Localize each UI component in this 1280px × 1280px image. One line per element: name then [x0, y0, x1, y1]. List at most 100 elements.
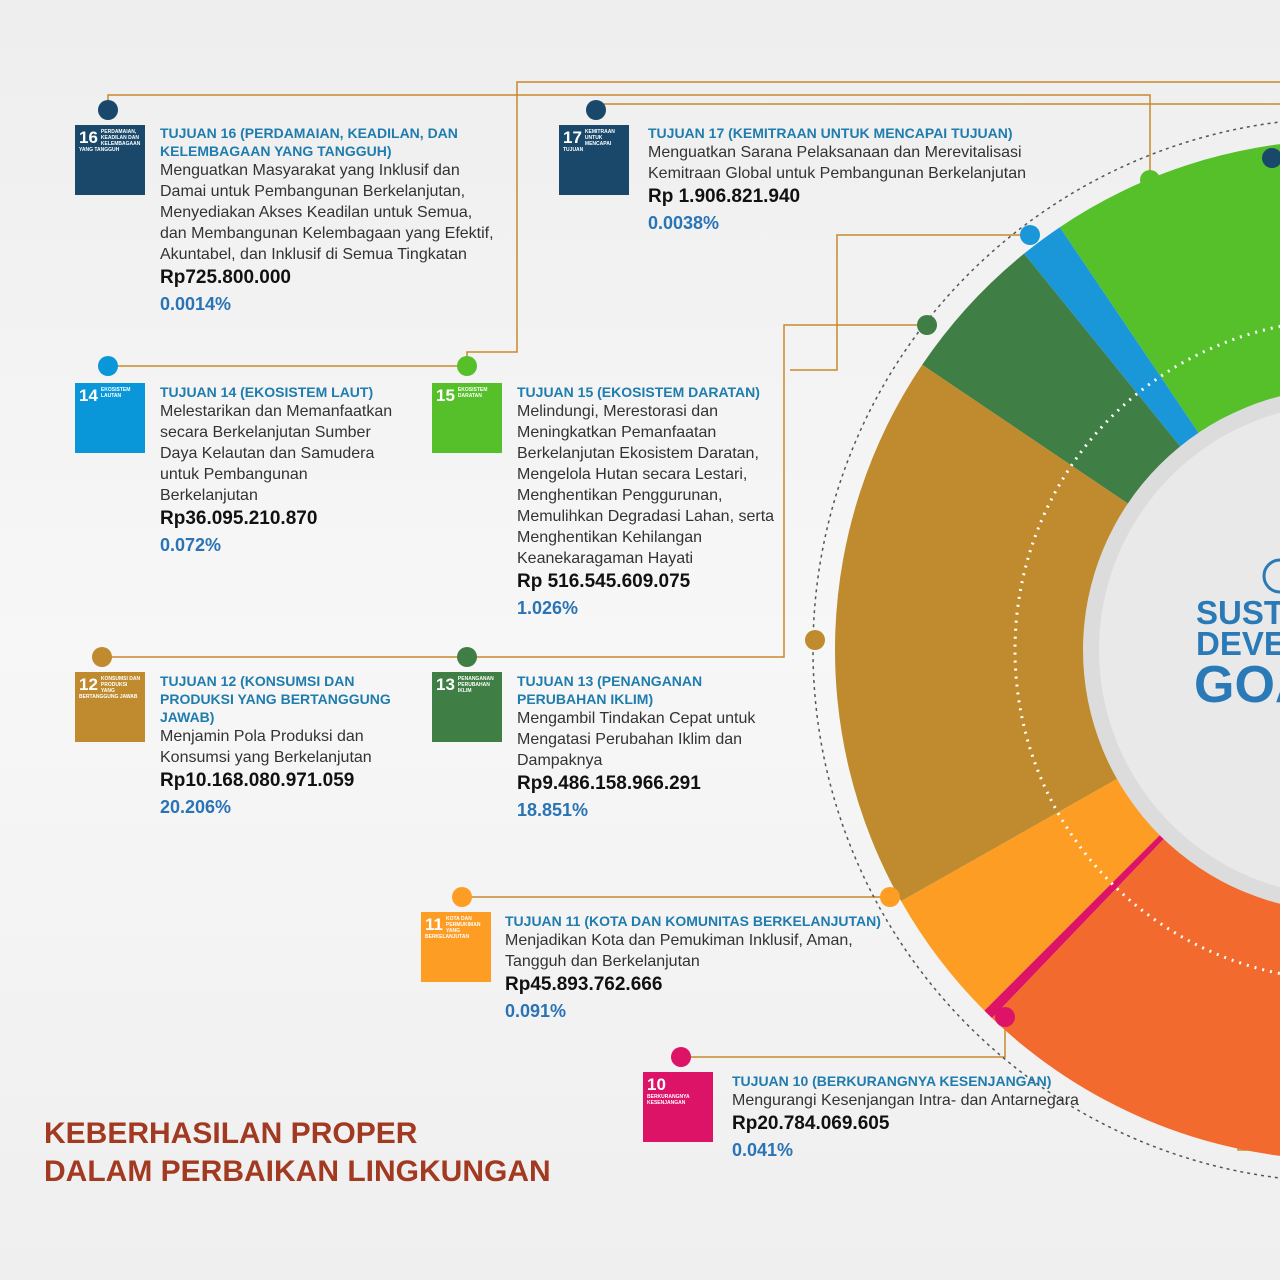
donut-segment: [1024, 227, 1201, 450]
ring-dot: [1228, 1100, 1248, 1120]
goal-title: TUJUAN 14 (EKOSISTEM LAUT): [160, 384, 374, 400]
goal-title: TUJUAN 10 (BERKURANGNYA KESENJANGAN): [732, 1073, 1052, 1089]
goal-dot: [457, 647, 477, 667]
un-emblem: [1262, 558, 1280, 594]
goal-percent: 0.091%: [505, 1001, 567, 1021]
goal-icon: 11 KOTA DAN PERMUKIMAN YANG BERKELANJUTAN: [421, 912, 491, 982]
icon-number: 13: [436, 675, 455, 694]
donut-segment: [992, 836, 1280, 1156]
icon-number: 14: [79, 386, 98, 405]
goal-text: TUJUAN 14 (EKOSISTEM LAUT) Melestarikan d…: [160, 383, 420, 558]
ring-dot: [1140, 170, 1160, 190]
ring-dot: [995, 1007, 1015, 1027]
goal-title: TUJUAN 13 (PENANGANAN PERUBAHAN IKLIM): [517, 673, 703, 707]
goal-amount: Rp 1.906.821.940: [648, 186, 801, 207]
logo-text: GOALS: [1194, 656, 1280, 714]
donut: [835, 144, 1280, 1156]
goal-dot: [92, 647, 112, 667]
goal-icon: 16 PERDAMAIAN, KEADILAN DAN KELEMBAGAAN Y…: [75, 125, 145, 195]
goal-icon: 10 BERKURANGNYA KESENJANGAN: [643, 1072, 713, 1142]
goal-text: TUJUAN 13 (PENANGANAN PERUBAHAN IKLIM) Me…: [517, 672, 782, 823]
goal-description: Menjamin Pola Produksi dan Konsumsi yang…: [160, 728, 372, 766]
ring-dot: [917, 315, 937, 335]
goal-description: Mengurangi Kesenjangan Intra- dan Antarn…: [732, 1092, 1079, 1109]
goal-icon: 14 EKOSISTEM LAUTAN: [75, 383, 145, 453]
ring-dot: [1020, 225, 1040, 245]
goal-percent: 0.0014%: [160, 294, 232, 314]
goal-percent: 18.851%: [517, 800, 589, 820]
goal-description: Melestarikan dan Memanfaatkan secara Ber…: [160, 403, 393, 504]
goal-text: TUJUAN 10 (BERKURANGNYA KESENJANGAN) Meng…: [732, 1072, 1152, 1163]
icon-label: KOTA DAN PERMUKIMAN YANG BERKELANJUTAN: [425, 916, 481, 940]
donut-segment: [1059, 144, 1280, 437]
goal-text: TUJUAN 17 (KEMITRAAN UNTUK MENCAPAI TUJU…: [648, 124, 1068, 236]
icon-number: 10: [647, 1075, 666, 1094]
goal-text: TUJUAN 11 (KOTA DAN KOMUNITAS BERKELANJU…: [505, 912, 905, 1024]
goal-dot: [98, 356, 118, 376]
connector: [595, 103, 1280, 110]
goal-dot: [671, 1047, 691, 1067]
ring-dot: [805, 630, 825, 650]
logo-text: SUSTAINABLE: [1196, 594, 1280, 631]
ring-dot: [880, 887, 900, 907]
goal-description: Menjadikan Kota dan Pemukiman Inklusif, …: [505, 932, 853, 970]
goal-title: TUJUAN 12 (KONSUMSI DAN PRODUKSI YANG BE…: [160, 673, 391, 725]
goal-amount: Rp10.168.080.971.059: [160, 770, 355, 791]
goal-amount: Rp20.784.069.605: [732, 1113, 890, 1134]
footer-title: DALAM PERBAIKAN LINGKUNGAN: [44, 1155, 551, 1188]
goal-amount: Rp36.095.210.870: [160, 508, 318, 529]
icon-label: EKOSISTEM DARATAN: [457, 387, 488, 399]
goal-dot: [98, 100, 118, 120]
icon-number: 15: [436, 386, 455, 405]
goal-title: TUJUAN 17 (KEMITRAAN UNTUK MENCAPAI TUJU…: [648, 125, 1013, 141]
icon-label: PERDAMAIAN, KEADILAN DAN KELEMBAGAAN YAN…: [79, 129, 141, 153]
goal-text: TUJUAN 15 (EKOSISTEM DARATAN) Melindungi,…: [517, 383, 787, 621]
goal-text: TUJUAN 12 (KONSUMSI DAN PRODUKSI YANG BE…: [160, 672, 400, 820]
icon-number: 11: [425, 915, 443, 934]
goal-title: TUJUAN 11 (KOTA DAN KOMUNITAS BERKELANJU…: [505, 913, 881, 929]
goal-dot: [586, 100, 606, 120]
icon-label: KONSUMSI DAN PRODUKSI YANG BERTANGGUNG J…: [79, 676, 141, 700]
disc: [1099, 412, 1280, 888]
goal-dot: [452, 887, 472, 907]
donut-segment: [984, 832, 1167, 1019]
goal-amount: Rp 516.545.609.075: [517, 571, 691, 592]
goal-title: TUJUAN 15 (EKOSISTEM DARATAN): [517, 384, 760, 400]
footer-title: KEBERHASILAN PROPER: [44, 1117, 418, 1150]
goal-description: Melindungi, Merestorasi dan Meningkatkan…: [517, 403, 775, 567]
goal-percent: 0.0038%: [648, 213, 720, 233]
ring-dot: [1262, 148, 1280, 168]
icon-number: 17: [563, 128, 582, 147]
goal-title: TUJUAN 16 (PERDAMAIAN, KEADILAN, DAN KEL…: [160, 125, 458, 159]
goal-amount: Rp9.486.158.966.291: [517, 773, 701, 794]
goal-percent: 0.041%: [732, 1140, 794, 1160]
donut-segment: [922, 253, 1183, 506]
connector: [681, 1017, 1006, 1058]
goal-icon: 13 PENANGANAN PERUBAHAN IKLIM: [432, 672, 502, 742]
goal-icon: 15 EKOSISTEM DARATAN: [432, 383, 502, 453]
goal-percent: 20.206%: [160, 797, 232, 817]
goal-percent: 0.072%: [160, 535, 222, 555]
logo-text: DEVELOPMENT: [1196, 625, 1280, 662]
icon-label: BERKURANGNYA KESENJANGAN: [647, 1094, 690, 1106]
goal-icon: 12 KONSUMSI DAN PRODUKSI YANG BERTANGGUNG…: [75, 672, 145, 742]
icon-number: 16: [79, 128, 98, 147]
icon-number: 12: [79, 675, 98, 694]
connector: [790, 234, 1030, 371]
goal-percent: 1.026%: [517, 598, 579, 618]
goal-text: TUJUAN 16 (PERDAMAIAN, KEADILAN, DAN KEL…: [160, 124, 500, 317]
donut-segment: [901, 777, 1163, 1011]
goal-dot: [457, 356, 477, 376]
icon-label: KEMITRAAN UNTUK MENCAPAI TUJUAN: [563, 129, 615, 153]
goal-description: Mengambil Tindakan Cepat untuk Mengatasi…: [517, 710, 756, 769]
goal-description: Menguatkan Sarana Pelaksanaan dan Merevi…: [648, 144, 1027, 182]
donut-segment: [835, 364, 1132, 902]
dots: [92, 100, 1280, 1120]
goal-icon: 17 KEMITRAAN UNTUK MENCAPAI TUJUAN: [559, 125, 629, 195]
icon-label: EKOSISTEM LAUTAN: [100, 387, 131, 399]
goal-description: Menguatkan Masyarakat yang Inklusif dan …: [160, 162, 494, 263]
goal-amount: Rp45.893.762.666: [505, 974, 663, 995]
icon-label: PENANGANAN PERUBAHAN IKLIM: [457, 676, 494, 694]
